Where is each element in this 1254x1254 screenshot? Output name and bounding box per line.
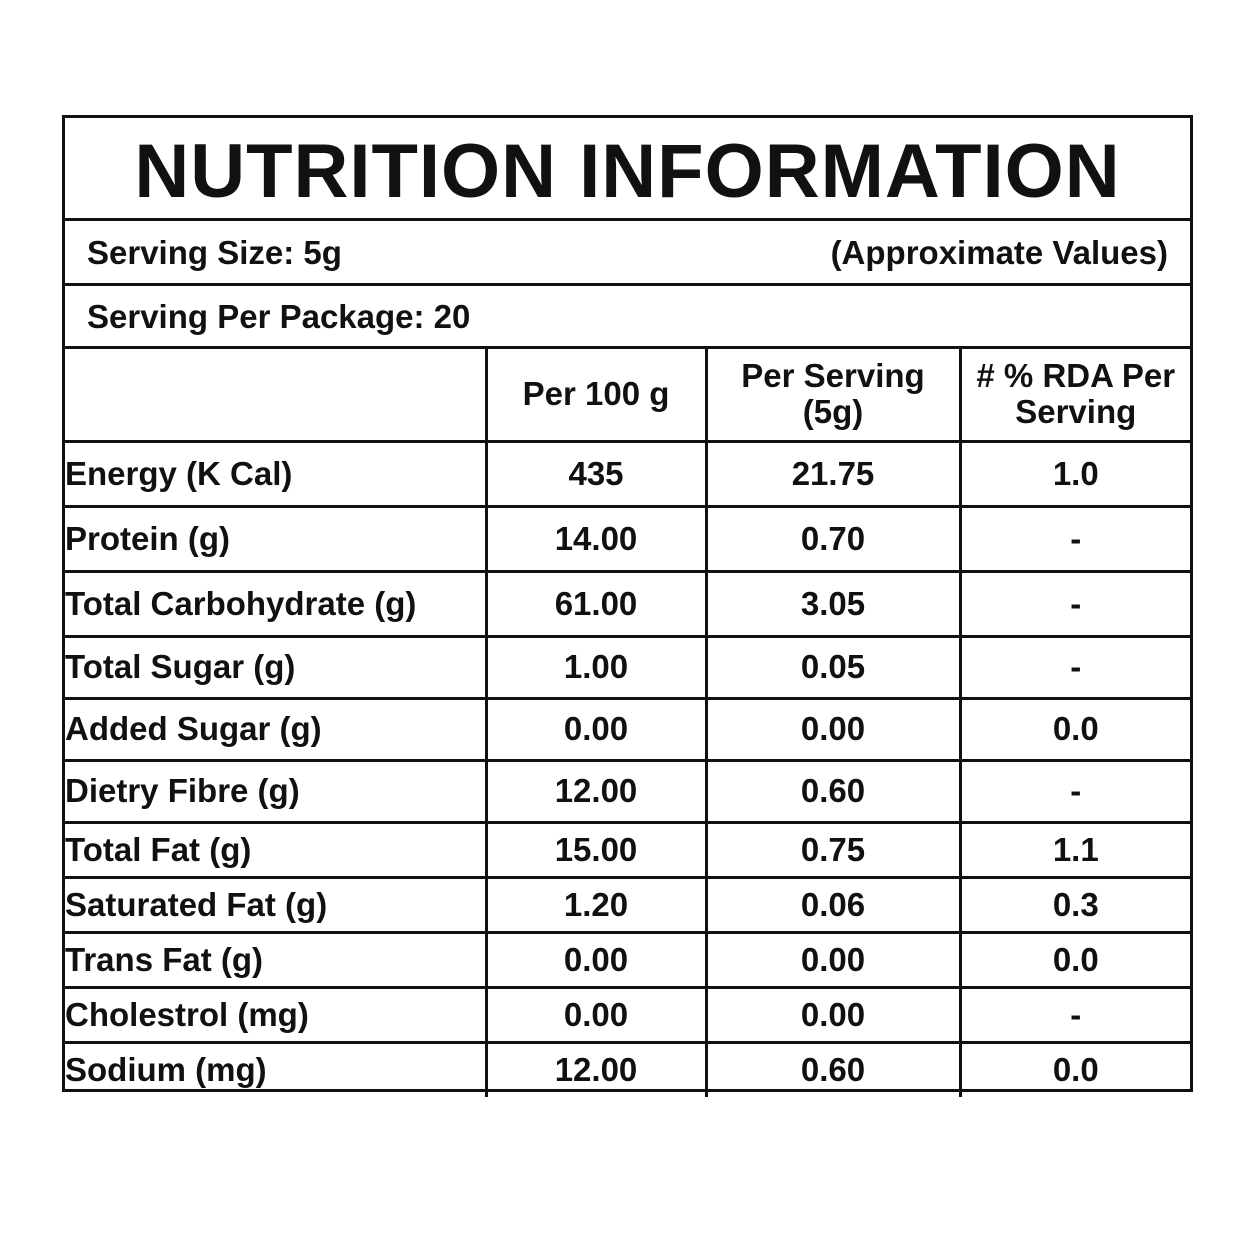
header-rda: # % RDA Per Serving xyxy=(960,349,1190,443)
table-row: Total Fat (g) 15.00 0.75 1.1 xyxy=(65,822,1190,879)
table-row: Cholestrol (mg) 0.00 0.00 - xyxy=(65,987,1190,1044)
nutrient-name: Total Sugar (g) xyxy=(65,636,488,700)
table-row: Dietry Fibre (g) 12.00 0.60 - xyxy=(65,760,1190,824)
value-rda: - xyxy=(960,506,1190,573)
value-per-100g: 14.00 xyxy=(486,506,708,573)
header-rda-line2: Serving xyxy=(1015,393,1137,431)
value-per-100g: 61.00 xyxy=(486,571,708,638)
value-rda: - xyxy=(960,571,1190,638)
value-per-100g: 12.00 xyxy=(486,760,708,824)
value-rda: 1.0 xyxy=(960,441,1190,508)
approximate-values-note: (Approximate Values) xyxy=(830,234,1168,271)
serving-per-package-band: Serving Per Package: 20 xyxy=(65,286,1190,349)
header-per-100g: Per 100 g xyxy=(486,349,708,443)
table-row: Sodium (mg) 12.00 0.60 0.0 xyxy=(65,1042,1190,1097)
nutrient-name: Added Sugar (g) xyxy=(65,698,488,762)
header-per-serving-line1: Per Serving xyxy=(741,357,925,395)
value-per-100g: 12.00 xyxy=(486,1042,708,1097)
value-per-serving: 0.06 xyxy=(706,877,962,934)
table-row: Energy (K Cal) 435 21.75 1.0 xyxy=(65,441,1190,508)
value-per-100g: 1.20 xyxy=(486,877,708,934)
header-blank xyxy=(65,349,488,443)
nutrient-name: Energy (K Cal) xyxy=(65,441,488,508)
nutrient-name: Dietry Fibre (g) xyxy=(65,760,488,824)
value-per-serving: 0.60 xyxy=(706,760,962,824)
serving-size-band: Serving Size: 5g (Approximate Values) xyxy=(65,221,1190,286)
header-per-serving: Per Serving (5g) xyxy=(706,349,962,443)
value-rda: 0.0 xyxy=(960,698,1190,762)
nutrient-name: Protein (g) xyxy=(65,506,488,573)
value-rda: 0.3 xyxy=(960,877,1190,934)
value-rda: 0.0 xyxy=(960,932,1190,989)
nutrient-name: Saturated Fat (g) xyxy=(65,877,488,934)
value-rda: - xyxy=(960,636,1190,700)
value-rda: 1.1 xyxy=(960,822,1190,879)
value-per-serving: 0.05 xyxy=(706,636,962,700)
value-per-100g: 0.00 xyxy=(486,987,708,1044)
value-per-serving: 0.00 xyxy=(706,932,962,989)
header-per-100g-label: Per 100 g xyxy=(522,375,670,413)
nutrient-name: Sodium (mg) xyxy=(65,1042,488,1097)
value-per-serving: 0.70 xyxy=(706,506,962,573)
nutrient-name: Total Fat (g) xyxy=(65,822,488,879)
value-per-100g: 1.00 xyxy=(486,636,708,700)
table-header-row: Per 100 g Per Serving (5g) # % RDA Per S… xyxy=(65,349,1190,443)
serving-size: Serving Size: 5g xyxy=(87,234,342,271)
header-per-serving-line2: (5g) xyxy=(802,393,864,431)
nutrient-table: Per 100 g Per Serving (5g) # % RDA Per S… xyxy=(65,349,1190,1097)
value-per-serving: 0.00 xyxy=(706,987,962,1044)
table-row: Trans Fat (g) 0.00 0.00 0.0 xyxy=(65,932,1190,989)
value-rda: - xyxy=(960,760,1190,824)
value-per-serving: 21.75 xyxy=(706,441,962,508)
header-rda-line1: # % RDA Per xyxy=(976,357,1176,395)
title-band: NUTRITION INFORMATION xyxy=(65,118,1190,221)
nutrient-name: Total Carbohydrate (g) xyxy=(65,571,488,638)
value-per-100g: 0.00 xyxy=(486,932,708,989)
table-row: Total Sugar (g) 1.00 0.05 - xyxy=(65,636,1190,700)
value-per-100g: 15.00 xyxy=(486,822,708,879)
value-rda: 0.0 xyxy=(1052,1051,1099,1089)
table-row: Saturated Fat (g) 1.20 0.06 0.3 xyxy=(65,877,1190,934)
value-per-serving: 3.05 xyxy=(706,571,962,638)
nutrient-name: Cholestrol (mg) xyxy=(65,987,488,1044)
table-row: Protein (g) 14.00 0.70 - xyxy=(65,506,1190,573)
value-per-100g: 435 xyxy=(486,441,708,508)
value-rda: - xyxy=(960,987,1190,1044)
nutrition-label: NUTRITION INFORMATION Serving Size: 5g (… xyxy=(62,115,1193,1097)
value-per-100g: 0.00 xyxy=(486,698,708,762)
value-per-serving: 0.00 xyxy=(706,698,962,762)
value-per-serving: 0.75 xyxy=(706,822,962,879)
table-row: Total Carbohydrate (g) 61.00 3.05 - xyxy=(65,571,1190,638)
label-title: NUTRITION INFORMATION xyxy=(134,129,1121,214)
nutrient-name: Trans Fat (g) xyxy=(65,932,488,989)
value-per-serving: 0.60 xyxy=(706,1042,962,1097)
serving-per-package: Serving Per Package: 20 xyxy=(87,298,471,335)
table-row: Added Sugar (g) 0.00 0.00 0.0 xyxy=(65,698,1190,762)
